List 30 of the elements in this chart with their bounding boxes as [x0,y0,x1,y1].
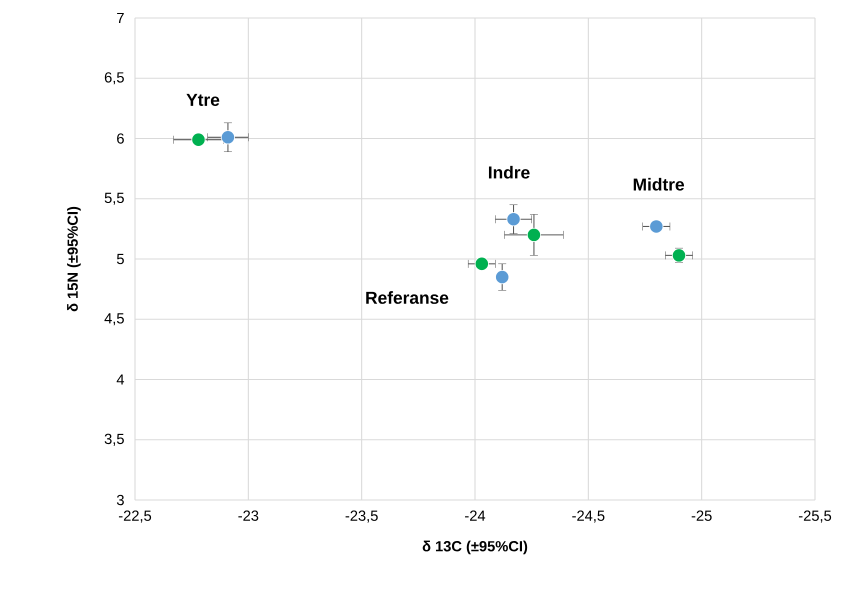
y-tick-label: 5 [116,254,124,264]
annotation: Midtre [634,178,684,191]
x-tick-label: -25 [692,510,712,521]
annotation: Indre [488,166,530,179]
x-tick-label: -25,5 [798,510,832,523]
annotation: Ytre [186,94,220,106]
point [526,228,541,242]
y-tick-label: 7 [117,12,124,24]
point [191,132,206,147]
y-tick-label: 6,5 [104,72,124,84]
point [506,212,521,226]
y-tick-label: 3 [116,494,124,506]
y-axis-title: δ 15N (±95%CI) [67,206,81,312]
x-axis-title: δ 13C (±95%CI) [422,540,528,554]
y-tick-label: 4,5 [104,313,124,326]
x-tick-label: -23,5 [346,510,378,523]
point [649,219,664,234]
y-tick-label: 3,5 [104,434,124,446]
x-tick-label: -24,5 [572,510,604,523]
point [474,256,489,271]
y-tick-label: 4 [116,374,124,385]
point [220,130,235,144]
y-tick-label: 5,5 [104,192,124,205]
point [495,270,510,284]
annotation: Referanse [366,291,448,304]
x-tick-label: -22,5 [118,510,152,523]
x-tick-label: -23 [238,510,258,521]
point [672,248,686,262]
x-tick-label: -24 [465,510,486,521]
y-tick-label: 6 [117,133,124,144]
